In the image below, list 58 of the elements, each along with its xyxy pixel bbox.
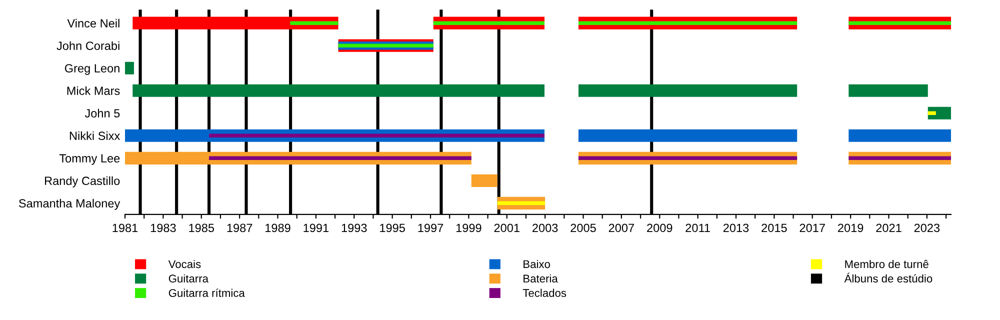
y-tick-label: Nikki Sixx [70,131,120,140]
x-tick-label: 2015 [762,224,787,232]
legend-label: Teclados [522,288,566,297]
bar [578,156,798,160]
x-tick-label: 1999 [456,224,482,232]
legend-label: Bateria [524,274,558,283]
x-tick-label: 2017 [800,224,825,232]
bar [578,21,798,25]
y-tick-label: Mick Mars [67,86,120,96]
bar [578,129,798,142]
bar [848,129,951,142]
legend-label: Álbuns de estúdio [844,272,932,283]
x-tick-label: 2007 [608,224,634,232]
bar [209,134,544,138]
bar [928,111,936,116]
y-tick-label: Vince Neil [67,18,120,28]
bar [125,62,134,74]
y-tick-label: Tommy Lee [59,154,120,165]
x-tick-label: 1993 [342,224,367,232]
x-tick-label: 2003 [532,224,558,232]
bar [848,156,951,160]
x-tick-label: 2009 [647,224,672,232]
bar [848,84,928,97]
y-tick-label: John Corabi [56,41,120,50]
x-tick-label: 2019 [838,224,864,232]
legend-label: Baixo [524,260,550,268]
y-tick-label: John 5 [84,108,120,118]
bar [338,44,434,48]
bar [290,21,338,25]
y-tick-label: Randy Castillo [44,176,120,188]
legend-label: Guitarra rítmica [168,288,245,297]
x-tick-label: 2005 [570,224,596,232]
x-tick-label: 1997 [418,224,444,232]
x-tick-label: 1995 [380,224,405,232]
legend-label: Membro de turnê [845,260,928,268]
x-tick-label: 1987 [227,224,252,232]
x-tick-label: 2013 [723,224,749,232]
legend-label: Vocais [168,260,201,268]
bar [497,201,546,206]
bar [132,16,338,30]
x-tick-label: 2023 [914,224,940,232]
x-tick-label: 1989 [266,224,290,232]
x-tick-label: 1991 [304,224,328,232]
bar [578,84,798,97]
bar [471,174,498,187]
x-tick-label: 1981 [112,224,138,232]
x-tick-label: 1983 [150,224,176,232]
y-tick-label: Samantha Maloney [18,198,120,210]
x-tick-label: 2011 [686,224,710,232]
y-tick-label: Greg Leon [64,64,120,75]
x-tick-label: 2001 [494,224,520,232]
bar [209,156,472,160]
bar [433,21,544,25]
x-tick-label: 2021 [876,224,902,232]
bar [848,21,951,25]
x-tick-label: 1985 [189,224,214,232]
legend-label: Guitarra [168,274,208,283]
bar [132,84,544,97]
